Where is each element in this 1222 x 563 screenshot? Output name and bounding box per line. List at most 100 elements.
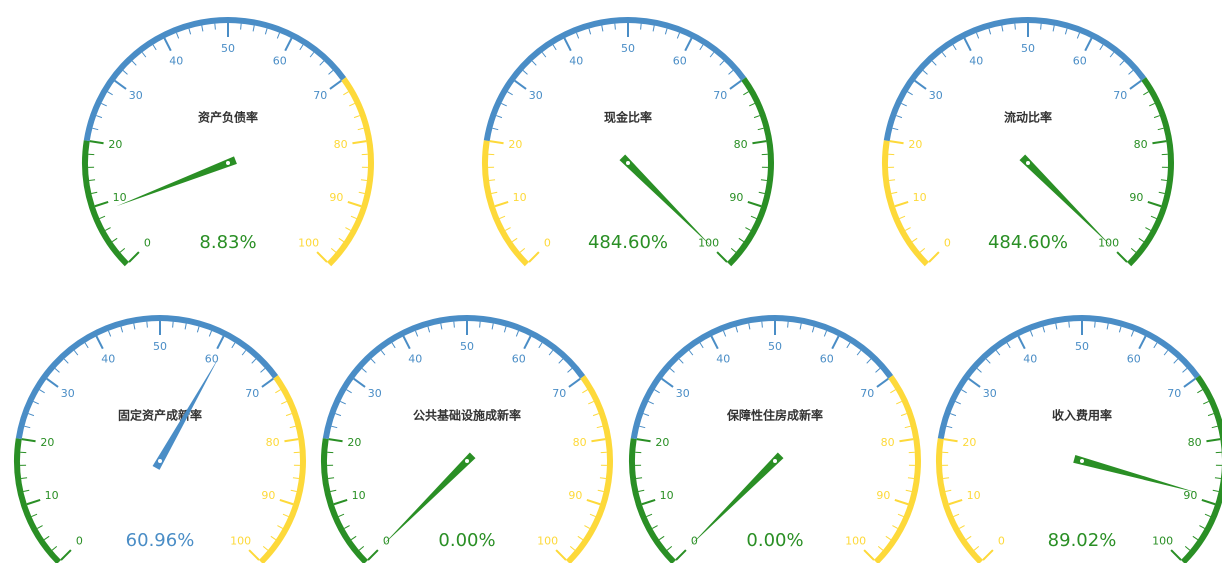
minor-tick: [1029, 330, 1034, 337]
minor-tick: [577, 535, 584, 541]
minor-tick: [614, 23, 616, 30]
gauge-band: [482, 140, 530, 267]
minor-tick: [596, 425, 603, 429]
minor-tick: [1001, 25, 1004, 32]
major-tick: [352, 140, 367, 145]
gauge-band: [15, 315, 279, 440]
minor-tick: [24, 425, 31, 429]
minor-tick: [699, 342, 704, 349]
tick-label: 60: [1073, 54, 1087, 67]
major-tick: [494, 200, 509, 208]
minor-tick: [1130, 248, 1137, 253]
minor-tick: [260, 368, 266, 373]
minor-tick: [282, 513, 289, 518]
major-tick: [514, 79, 527, 90]
minor-tick: [728, 70, 734, 75]
minor-tick: [1158, 191, 1165, 195]
tick-label: 40: [716, 352, 730, 365]
minor-tick: [119, 248, 126, 253]
minor-tick: [1182, 368, 1188, 373]
minor-tick: [489, 179, 496, 182]
needle: [1073, 455, 1198, 493]
minor-tick: [1118, 326, 1122, 333]
minor-tick: [1042, 326, 1046, 333]
tick-label: 20: [962, 436, 976, 449]
tick-label: 30: [129, 89, 143, 102]
minor-tick: [589, 513, 596, 518]
tick-label: 10: [967, 489, 981, 502]
minor-tick: [107, 330, 112, 337]
needle-pivot: [158, 459, 162, 463]
tick-label: 0: [544, 237, 551, 250]
minor-tick: [1130, 330, 1135, 337]
tick-label: 60: [205, 352, 219, 365]
minor-tick: [343, 91, 349, 96]
minor-tick: [750, 215, 757, 220]
minor-tick: [491, 191, 498, 195]
tick-label: 80: [734, 138, 748, 151]
minor-tick: [380, 350, 386, 356]
major-tick: [710, 335, 719, 350]
major-tick: [963, 37, 972, 52]
minor-tick: [1207, 413, 1214, 417]
needle: [116, 156, 237, 207]
major-tick: [675, 549, 687, 561]
major-tick: [1183, 377, 1196, 388]
minor-tick: [735, 326, 739, 333]
minor-tick: [730, 248, 737, 253]
minor-tick: [1160, 179, 1167, 182]
gauge-title: 流动比率: [1004, 110, 1052, 125]
gauge-title: 公共基础设施成新率: [413, 408, 521, 423]
minor-tick: [1145, 227, 1151, 231]
minor-tick: [519, 248, 526, 253]
minor-tick: [975, 32, 980, 39]
major-tick: [279, 498, 294, 506]
gauge: 0 10 20 30 40 50 60 70 80 90 100 资产负债率 8.83%: [82, 17, 374, 267]
minor-tick: [338, 237, 345, 243]
minor-tick: [1199, 525, 1205, 529]
minor-tick: [760, 179, 767, 182]
minor-tick: [43, 535, 50, 541]
minor-tick: [1184, 546, 1191, 551]
tick-label: 50: [1021, 42, 1035, 55]
minor-tick: [866, 358, 872, 364]
minor-tick: [251, 358, 257, 364]
gauge-title: 收入费用率: [1052, 408, 1112, 423]
minor-tick: [277, 525, 283, 529]
minor-tick: [688, 350, 694, 356]
minor-tick: [907, 91, 913, 96]
gauge-band: [882, 140, 930, 267]
major-tick: [347, 200, 362, 208]
major-tick: [982, 549, 994, 561]
minor-tick: [499, 215, 506, 220]
minor-tick: [350, 215, 357, 220]
minor-tick: [678, 358, 684, 364]
major-tick: [894, 200, 909, 208]
minor-tick: [531, 60, 537, 66]
major-tick: [21, 438, 36, 443]
gauge-band: [565, 375, 613, 563]
minor-tick: [507, 91, 513, 96]
gauge-title: 现金比率: [604, 110, 652, 125]
minor-tick: [973, 546, 980, 551]
tick-label: 20: [40, 436, 54, 449]
minor-tick: [28, 413, 35, 417]
minor-tick: [676, 32, 681, 39]
gauge-band: [258, 375, 306, 563]
gauge-title: 资产负债率: [198, 110, 258, 125]
minor-tick: [599, 477, 606, 480]
minor-tick: [584, 525, 590, 529]
minor-tick: [743, 91, 749, 96]
minor-tick: [309, 52, 315, 58]
minor-tick: [654, 389, 660, 394]
needle: [690, 452, 784, 546]
minor-tick: [120, 326, 124, 333]
minor-tick: [538, 342, 543, 349]
minor-tick: [575, 32, 580, 39]
gauge-band: [83, 17, 347, 142]
major-tick: [747, 200, 762, 208]
major-tick: [555, 549, 567, 561]
minor-tick: [885, 535, 892, 541]
major-tick: [641, 498, 656, 506]
